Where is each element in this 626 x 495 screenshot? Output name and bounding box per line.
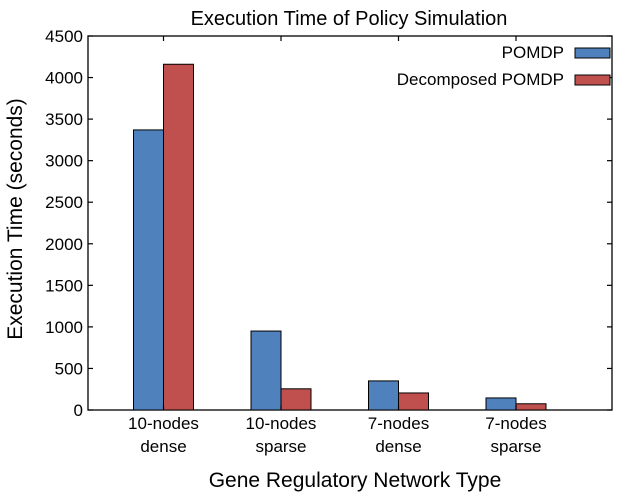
- x-tick-label: sparse: [255, 437, 306, 456]
- y-tick-label: 1000: [45, 318, 83, 337]
- legend-swatch: [574, 74, 611, 86]
- plot-area: 0 500 1000 1500 2000 2500 3000 3500 4000 4500 10-n…: [45, 27, 613, 456]
- y-tick-label: 3500: [45, 110, 83, 129]
- legend-swatch: [574, 47, 611, 59]
- x-tick-label: dense: [140, 437, 186, 456]
- bar-decomposed-pomdp-1: [280, 388, 312, 411]
- x-tick-label: dense: [375, 437, 421, 456]
- legend-label: Decomposed POMDP: [397, 70, 564, 89]
- bar-pomdp-0: [133, 129, 164, 411]
- bar-decomposed-pomdp-0: [163, 63, 194, 411]
- y-tick-label: 4000: [45, 69, 83, 88]
- y-tick-label: 2500: [45, 193, 83, 212]
- bar-pomdp-3: [485, 397, 517, 411]
- bar-pomdp-1: [250, 330, 282, 411]
- plot-frame: [87, 35, 613, 411]
- bar-decomposed-pomdp-2: [398, 392, 429, 411]
- y-tick-label: 2000: [45, 235, 83, 254]
- x-tick-label: 7-nodes: [368, 414, 429, 433]
- x-tick-label: 10-nodes: [246, 414, 317, 433]
- x-tick-label: 7-nodes: [485, 414, 546, 433]
- bar-decomposed-pomdp-3: [515, 403, 547, 411]
- legend-label: POMDP: [502, 43, 564, 62]
- bar-pomdp-2: [368, 380, 399, 411]
- x-axis-label: Gene Regulatory Network Type: [209, 469, 502, 492]
- y-tick-label: 1500: [45, 276, 83, 295]
- x-tick-label: sparse: [490, 437, 541, 456]
- x-tick-label: 10-nodes: [128, 414, 199, 433]
- legend: POMDP Decomposed POMDP: [397, 43, 611, 89]
- y-axis-label: Execution Time (seconds): [4, 98, 27, 340]
- chart-title: Execution Time of Policy Simulation: [191, 8, 508, 30]
- y-tick-label: 0: [74, 401, 83, 420]
- y-tick-label: 500: [55, 359, 83, 378]
- y-tick-label: 4500: [45, 27, 83, 46]
- y-tick-label: 3000: [45, 152, 83, 171]
